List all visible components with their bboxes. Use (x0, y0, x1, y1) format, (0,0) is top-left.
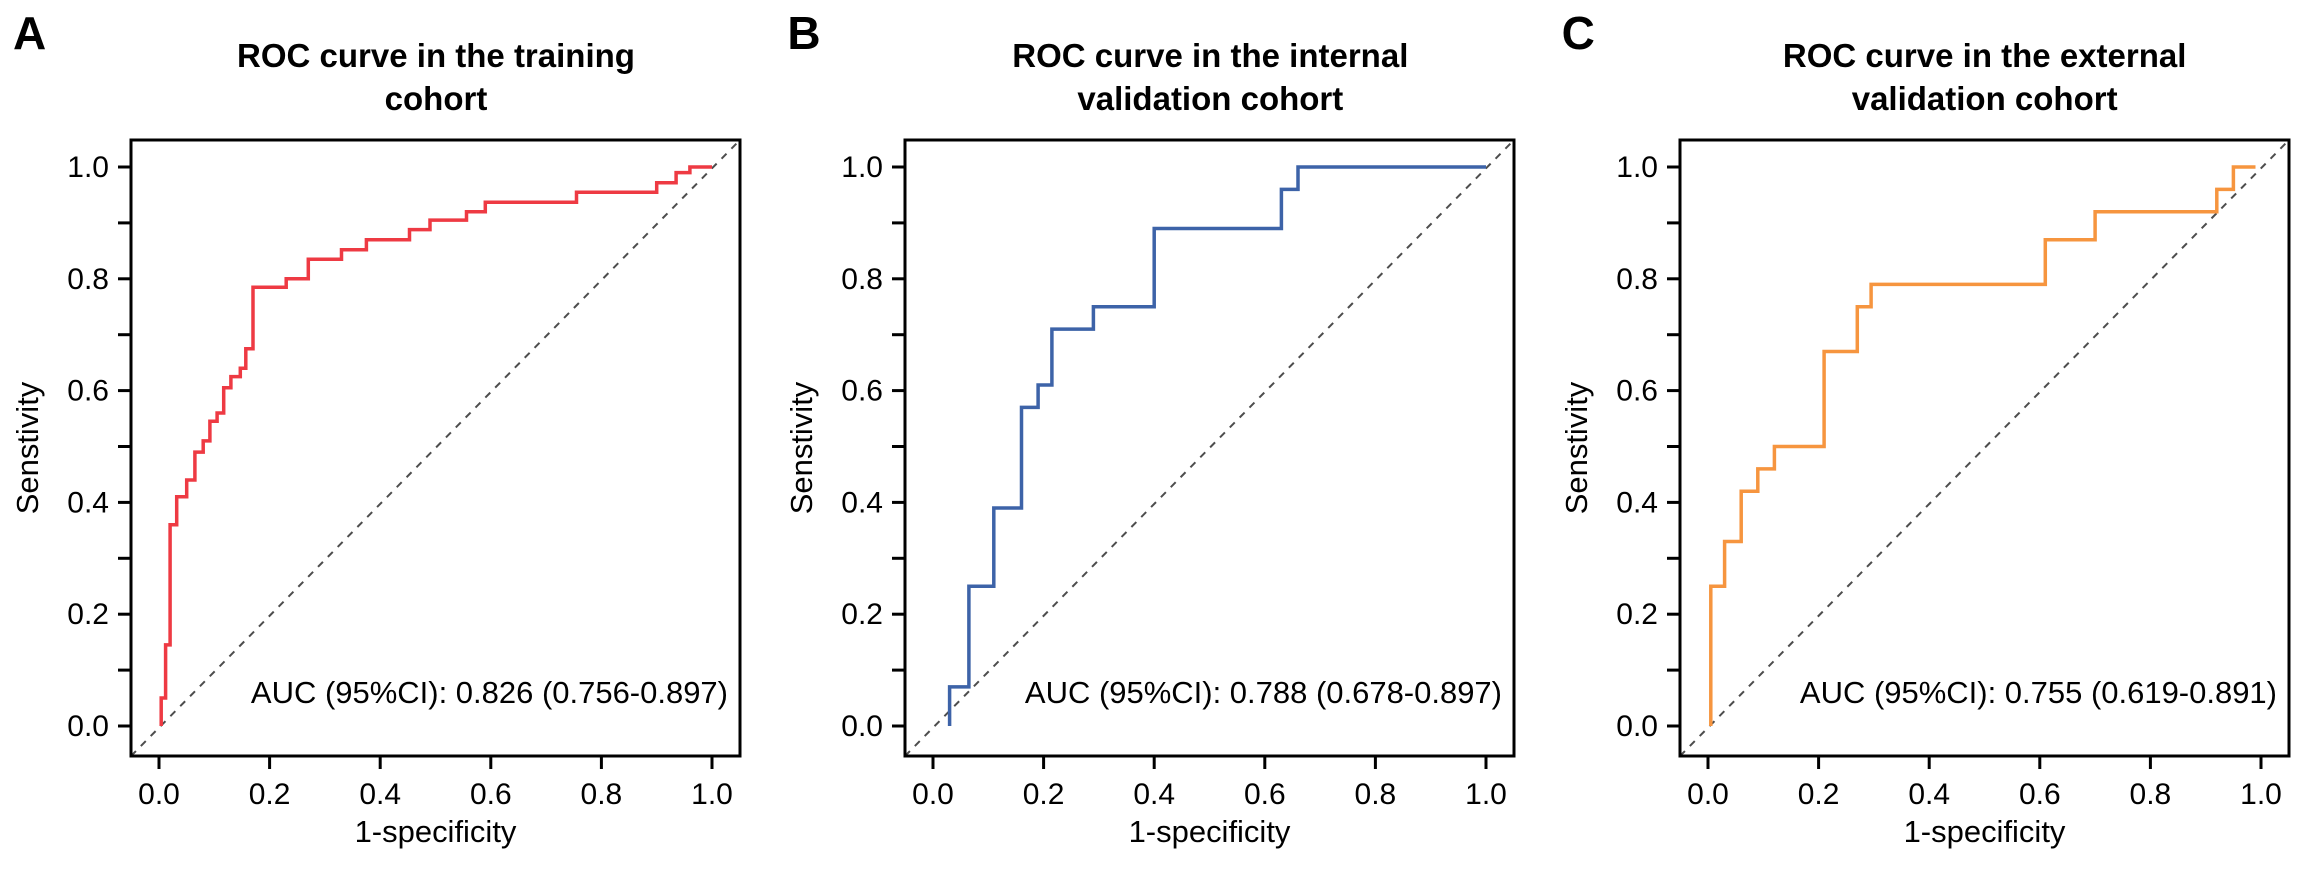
panel-title-training: ROC curve in the training cohort (120, 34, 752, 120)
y-tick-label: 0.2 (1616, 598, 1658, 631)
panel-label-a: A (13, 7, 48, 59)
y-tick-label: 0.8 (842, 263, 884, 296)
x-tick-label: 0.0 (1687, 778, 1729, 811)
x-tick-label: 1.0 (2240, 778, 2282, 811)
x-tick-label: 1.0 (691, 778, 733, 811)
x-axis-title: 1-specificity (355, 814, 517, 849)
x-tick-label: 0.2 (1797, 778, 1839, 811)
y-tick-label: 0.6 (842, 375, 884, 408)
y-tick-label: 0.6 (67, 375, 109, 408)
diagonal-reference-line (130, 139, 741, 757)
roc-curve (1708, 165, 2256, 726)
panel-title-line1: ROC curve in the training (237, 37, 635, 74)
x-tick-label: 0.8 (1355, 778, 1397, 811)
auc-annotation: AUC (95%CI): 0.826 (0.756-0.897) (251, 675, 728, 710)
y-tick-label: 0.0 (1616, 710, 1658, 743)
panel-title-line1: ROC curve in the external (1782, 37, 2187, 74)
diagonal-reference-line (904, 139, 1516, 757)
auc-annotation: AUC (95%CI): 0.755 (0.619-0.891) (1800, 675, 2277, 710)
x-tick-label: 0.2 (249, 778, 291, 811)
y-tick-label: 0.4 (67, 486, 109, 519)
y-tick-label: 0.6 (1616, 375, 1658, 408)
panel-training: 0.0 0.2 0.4 0.6 0.8 1.0 0.0 0.2 0.4 0.6 0.8 1.0 1-sp… (0, 0, 774, 870)
y-tick-label: 0.8 (1616, 263, 1658, 296)
x-tick-label: 0.4 (1134, 778, 1176, 811)
y-tick-label: 1.0 (1616, 151, 1658, 184)
panel-external-validation: 0.0 0.2 0.4 0.6 0.8 1.0 0.0 0.2 0.4 0.6 0.8 1.0 1-sp… (1549, 0, 2323, 870)
y-tick-label: 0.4 (842, 486, 884, 519)
roc-curve (159, 165, 712, 726)
x-axis-title: 1-specificity (1903, 814, 2065, 849)
y-tick-label: 0.8 (67, 263, 109, 296)
roc-plot-internal-validation: 0.0 0.2 0.4 0.6 0.8 1.0 0.0 0.2 0.4 0.6 0.8 1.0 1-sp… (784, 138, 1516, 849)
panel-title-line2: validation cohort (1077, 80, 1344, 117)
roc-plot-external-validation: 0.0 0.2 0.4 0.6 0.8 1.0 0.0 0.2 0.4 0.6 0.8 1.0 1-sp… (1559, 138, 2291, 849)
x-tick-label: 0.4 (1908, 778, 1950, 811)
y-tick-label: 0.4 (1616, 486, 1658, 519)
roc-curve (948, 165, 1487, 726)
x-tick-label: 0.6 (470, 778, 512, 811)
auc-annotation: AUC (95%CI): 0.788 (0.678-0.897) (1025, 675, 1502, 710)
x-tick-label: 0.8 (581, 778, 623, 811)
x-tick-label: 1.0 (1465, 778, 1507, 811)
y-tick-label: 0.0 (67, 710, 109, 743)
panel-title-line2: cohort (384, 80, 488, 117)
y-axis-title: Senstivity (10, 381, 45, 514)
x-tick-label: 0.0 (912, 778, 954, 811)
panel-internal-validation: 0.0 0.2 0.4 0.6 0.8 1.0 0.0 0.2 0.4 0.6 0.8 1.0 1-sp… (774, 0, 1548, 870)
x-tick-label: 0.6 (1244, 778, 1286, 811)
y-tick-label: 0.0 (842, 710, 884, 743)
diagonal-reference-line (1678, 139, 2290, 757)
x-axis-title: 1-specificity (1129, 814, 1291, 849)
y-tick-label: 0.2 (842, 598, 884, 631)
x-tick-label: 0.2 (1023, 778, 1065, 811)
panel-title-line1: ROC curve in the internal (1012, 37, 1409, 74)
panel-label-b: B (787, 7, 822, 59)
panel-title-internal-validation: ROC curve in the internal validation coh… (894, 34, 1526, 120)
x-tick-label: 0.8 (2129, 778, 2171, 811)
y-axis-title: Senstivity (784, 381, 819, 514)
panel-title-external-validation: ROC curve in the external validation coh… (1669, 34, 2301, 120)
panel-title-line2: validation cohort (1851, 80, 2118, 117)
y-tick-label: 1.0 (842, 151, 884, 184)
panel-label-c: C (1561, 7, 1596, 59)
x-tick-label: 0.0 (138, 778, 180, 811)
roc-plot-training: 0.0 0.2 0.4 0.6 0.8 1.0 0.0 0.2 0.4 0.6 0.8 1.0 1-sp… (10, 138, 742, 849)
y-tick-label: 1.0 (67, 151, 109, 184)
x-tick-label: 0.6 (2019, 778, 2061, 811)
y-tick-label: 0.2 (67, 598, 109, 631)
x-tick-label: 0.4 (359, 778, 401, 811)
y-axis-title: Senstivity (1559, 381, 1594, 514)
plot-frame (903, 138, 1516, 758)
